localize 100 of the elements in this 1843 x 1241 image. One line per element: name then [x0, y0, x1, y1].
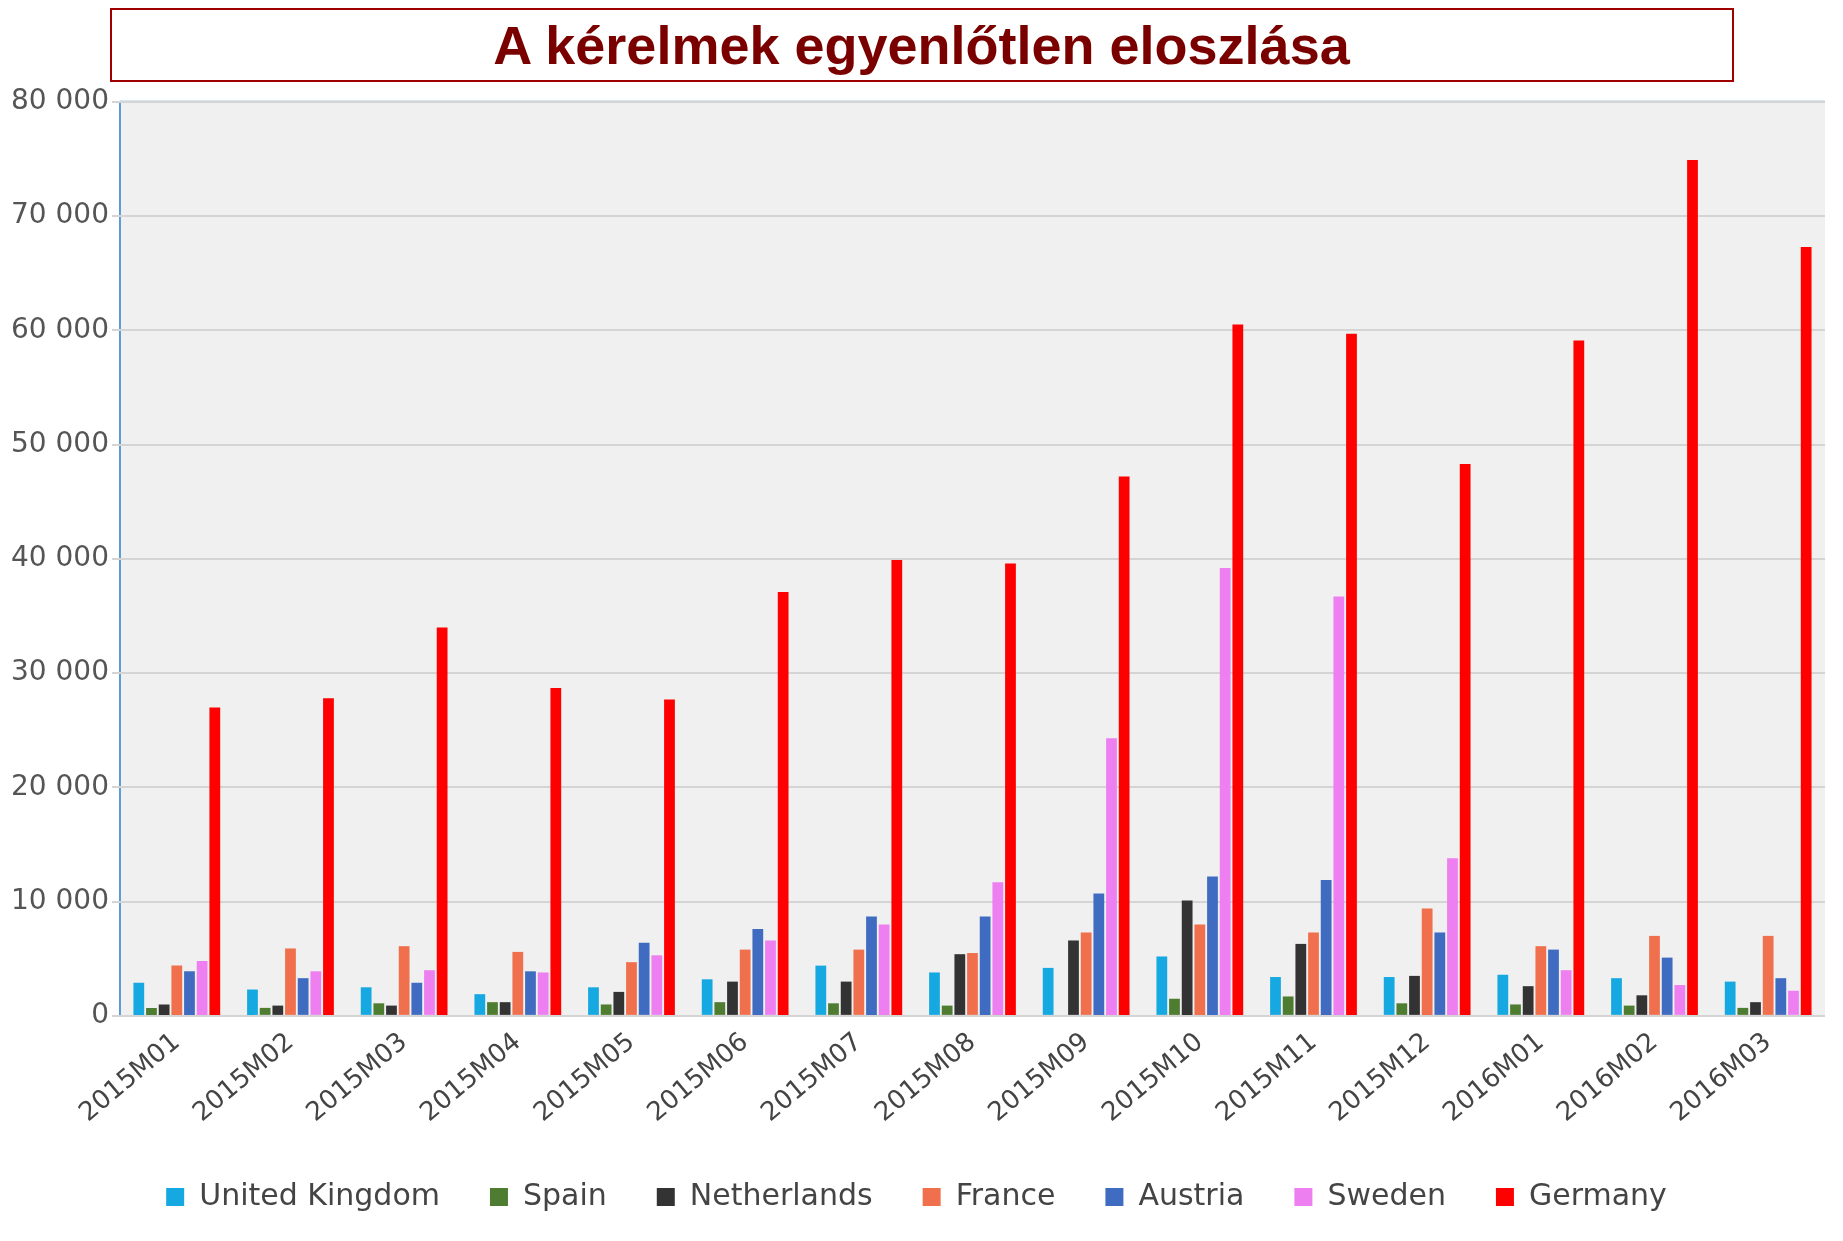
bar — [1232, 324, 1244, 1015]
bar — [1661, 957, 1673, 1015]
bar — [588, 987, 599, 1015]
bar — [285, 948, 296, 1015]
legend-label: Spain — [522, 1176, 607, 1212]
bar — [967, 953, 978, 1015]
bar — [1106, 738, 1117, 1015]
bar — [209, 707, 221, 1015]
bar — [1447, 858, 1458, 1015]
bar — [815, 965, 827, 1015]
bar — [1346, 333, 1357, 1015]
bar — [146, 1007, 157, 1015]
bar — [474, 994, 486, 1015]
y-tick-label: 80 000 — [10, 83, 109, 117]
bar — [1320, 879, 1332, 1015]
bar — [1636, 995, 1648, 1015]
bar — [1510, 1004, 1521, 1015]
bar — [323, 698, 334, 1015]
bar — [1194, 924, 1206, 1015]
bar — [1080, 932, 1092, 1015]
bar — [1737, 1007, 1749, 1015]
legend-label: Netherlands — [689, 1176, 873, 1212]
bar — [1005, 563, 1016, 1015]
bar — [373, 1003, 385, 1015]
legend-label: United Kingdom — [199, 1176, 440, 1212]
bar — [1383, 977, 1395, 1015]
bar — [133, 982, 145, 1015]
bar — [1724, 981, 1736, 1015]
bar — [1611, 978, 1622, 1015]
bar — [398, 946, 410, 1015]
bar — [1762, 935, 1774, 1015]
bar — [1181, 900, 1193, 1015]
bar — [259, 1007, 271, 1015]
bar — [1270, 977, 1281, 1015]
bar — [196, 961, 208, 1015]
bar — [701, 979, 713, 1015]
bar — [1295, 943, 1307, 1015]
bar — [929, 972, 940, 1015]
bar — [1649, 935, 1660, 1015]
bar — [626, 962, 637, 1015]
bar — [487, 1002, 498, 1015]
y-tick-label: 60 000 — [10, 311, 109, 345]
bar — [158, 1004, 170, 1015]
bar — [1207, 876, 1218, 1015]
legend-label: France — [955, 1176, 1056, 1212]
chart-title: A kérelmek egyenlőtlen eloszlása — [109, 8, 1734, 82]
bar — [1308, 932, 1319, 1015]
bar — [613, 991, 625, 1015]
bar — [1396, 1003, 1408, 1015]
bar — [1434, 932, 1446, 1015]
bar — [512, 951, 524, 1015]
legend-label: Austria — [1138, 1176, 1245, 1212]
bar — [1421, 908, 1433, 1015]
bar — [247, 989, 258, 1015]
bar — [386, 1005, 397, 1015]
bar — [941, 1005, 953, 1015]
bar — [954, 954, 966, 1015]
bar — [1118, 476, 1130, 1015]
bar — [765, 940, 776, 1015]
bar — [638, 942, 650, 1015]
bar — [1219, 567, 1231, 1015]
bar — [171, 965, 183, 1015]
bar — [297, 978, 309, 1015]
bar — [992, 882, 1004, 1015]
legend-label: Sweden — [1327, 1176, 1446, 1212]
y-tick-label: 10 000 — [10, 882, 109, 916]
bar — [411, 982, 423, 1015]
bar — [664, 699, 675, 1015]
bar — [1169, 998, 1180, 1015]
bar — [1775, 978, 1787, 1015]
bar — [1788, 990, 1799, 1015]
bar — [1800, 246, 1812, 1015]
bar — [550, 687, 562, 1015]
bar — [537, 972, 549, 1015]
y-tick-label: 40 000 — [10, 540, 109, 574]
bar — [651, 955, 663, 1015]
bar — [878, 924, 890, 1015]
bar — [1687, 160, 1698, 1015]
bar — [184, 971, 195, 1015]
bar — [1282, 996, 1294, 1015]
bar — [1573, 340, 1585, 1015]
bar — [866, 916, 877, 1015]
bar — [752, 929, 764, 1015]
bar — [1750, 1002, 1761, 1015]
bar — [1560, 970, 1572, 1015]
y-tick-label: 30 000 — [10, 654, 109, 688]
bar — [1522, 986, 1534, 1015]
bar — [310, 971, 322, 1015]
bar — [525, 971, 536, 1015]
bar — [891, 559, 903, 1015]
legend-label: Germany — [1528, 1176, 1667, 1212]
bar — [727, 981, 738, 1015]
bar — [979, 916, 991, 1015]
y-tick-label: 0 — [91, 997, 109, 1031]
bar — [1497, 974, 1509, 1015]
bar — [272, 1005, 284, 1015]
bar — [436, 627, 448, 1015]
bar — [1068, 940, 1079, 1015]
bar — [853, 949, 865, 1015]
bar — [828, 1003, 839, 1015]
